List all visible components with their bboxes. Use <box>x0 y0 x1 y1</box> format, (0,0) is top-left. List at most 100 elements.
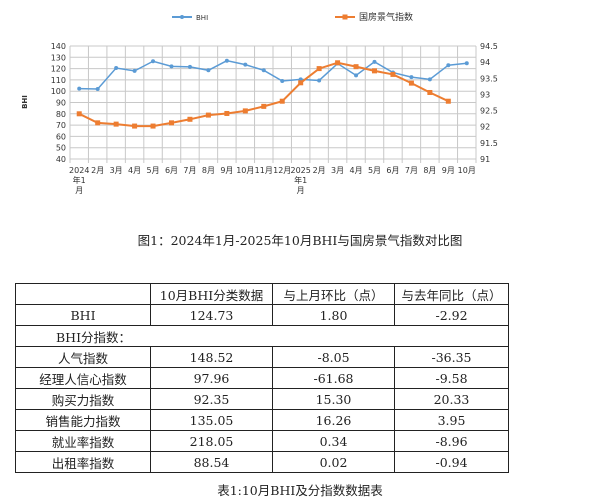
table-row: 人气指数 148.52 -8.05 -36.35 <box>15 346 509 368</box>
data-point <box>150 123 156 129</box>
data-point <box>353 64 359 70</box>
table-cell: -61.68 <box>272 367 395 389</box>
y-tick-label: 130 <box>51 53 66 62</box>
table-cell: 92.35 <box>150 388 273 410</box>
table-cell: 20.33 <box>394 388 509 410</box>
table-cell: -8.96 <box>394 430 509 452</box>
y-tick-label: 50 <box>56 144 66 153</box>
x-tick-label: 3月 <box>110 166 123 175</box>
table-cell: 销售能力指数 <box>15 409 151 431</box>
data-point <box>187 116 193 122</box>
data-point <box>446 63 451 68</box>
table-cell: 124.73 <box>150 304 273 326</box>
legend-label: BHI <box>196 14 208 22</box>
x-tick-label: 7月 <box>405 166 418 175</box>
data-point <box>132 68 137 73</box>
y2-tick-label: 92 <box>480 123 490 132</box>
data-point <box>279 98 285 104</box>
y-tick-label: 70 <box>56 121 66 130</box>
data-point <box>316 66 322 72</box>
x-tick-label: 6月 <box>386 166 399 175</box>
table-row: 销售能力指数 135.05 16.26 3.95 <box>15 409 509 431</box>
data-point <box>113 121 119 127</box>
data-point <box>372 68 377 74</box>
table-cell: 0.34 <box>272 430 395 452</box>
y2-tick-label: 91 <box>480 155 490 164</box>
data-point <box>242 108 248 114</box>
table-row: BHI 124.73 1.80 -2.92 <box>15 304 509 326</box>
x-tick-label: 7月 <box>183 166 196 175</box>
table-cell: 218.05 <box>150 430 273 452</box>
data-point <box>261 103 267 109</box>
x-tick-label: 12月 <box>273 166 291 175</box>
x-tick-label: 8月 <box>423 166 436 175</box>
table-caption: 表1:10月BHI及分指数数据表 <box>217 483 383 498</box>
data-point <box>205 112 211 118</box>
chart-caption: 图1：2024年1月-2025年10月BHI与国房景气指数对比图 <box>137 233 463 248</box>
y-tick-label: 100 <box>51 87 66 96</box>
data-point <box>95 86 100 91</box>
table-cell: 出租率指数 <box>15 451 151 473</box>
table-header: 10月BHI分类数据 <box>150 283 273 305</box>
y-tick-label: 80 <box>56 110 66 119</box>
y-tick-label: 90 <box>56 99 66 108</box>
y-tick-label: 140 <box>51 42 66 51</box>
table-cell: 88.54 <box>150 451 273 473</box>
y-tick-label: 120 <box>51 65 66 74</box>
data-point <box>445 98 451 104</box>
table-cell: 15.30 <box>272 388 395 410</box>
table-header: 与去年同比（点） <box>394 283 509 305</box>
legend-marker <box>342 14 348 20</box>
table-row: 就业率指数 218.05 0.34 -8.96 <box>15 430 509 452</box>
x-tick-label: 4月 <box>349 166 362 175</box>
data-point <box>206 68 211 73</box>
data-point <box>335 60 341 66</box>
series-line-bhi <box>79 59 467 90</box>
y2-tick-label: 94.5 <box>480 42 498 51</box>
bhi-table: 10月BHI分类数据 与上月环比（点） 与去年同比（点） BHI 124.73 … <box>15 283 509 473</box>
data-point <box>114 66 119 71</box>
table-cell: -0.94 <box>394 451 509 473</box>
table-row: 购买力指数 92.35 15.30 20.33 <box>15 388 509 410</box>
y2-tick-label: 93.5 <box>480 74 498 83</box>
y-tick-label: 110 <box>51 76 66 85</box>
data-point <box>409 75 414 80</box>
line-chart: 40 50 60 70 80 90 100 110 120 130 140 91 91.5 92 92.5 9… <box>21 11 498 195</box>
x-tick-label: 10月 <box>458 166 476 175</box>
table-cell: 97.96 <box>150 367 273 389</box>
data-point <box>169 120 174 126</box>
y2-tick-label: 91.5 <box>480 139 498 148</box>
table-header: 与上月环比（点） <box>272 283 395 305</box>
table-row: 出租率指数 88.54 0.02 -0.94 <box>15 451 509 473</box>
table-cell: 148.52 <box>150 346 273 368</box>
data-point <box>169 64 174 69</box>
x-tick-label: 2月 <box>313 166 326 175</box>
table-cell: -36.35 <box>394 346 509 368</box>
data-point <box>372 59 377 64</box>
table-cell: -9.58 <box>394 367 509 389</box>
x-tick-label: 6月 <box>165 166 178 175</box>
data-point <box>224 58 229 63</box>
table-header <box>15 283 151 305</box>
table-cell: 135.05 <box>150 409 273 431</box>
legend-label: 国房景气指数 <box>359 11 413 23</box>
table-cell: 就业率指数 <box>15 430 151 452</box>
data-point <box>132 123 138 129</box>
legend-marker <box>180 15 184 19</box>
x-tick-label: 3月 <box>331 166 344 175</box>
x-tick-label: 5月 <box>368 166 381 175</box>
data-point <box>298 80 304 86</box>
table-section-label: BHI分指数： <box>15 325 509 347</box>
table-cell: 16.26 <box>272 409 395 431</box>
y2-tick-label: 93 <box>480 90 490 99</box>
y-axis-label: BHI <box>21 95 29 109</box>
data-point <box>243 62 248 67</box>
data-point <box>76 111 82 117</box>
data-point <box>261 68 266 73</box>
data-point <box>95 120 101 126</box>
table-cell: 人气指数 <box>15 346 151 368</box>
table-cell: -8.05 <box>272 346 395 368</box>
data-point <box>151 59 156 64</box>
x-tick-label: 2025 年1 月 <box>291 166 311 195</box>
table-header-row: 10月BHI分类数据 与上月环比（点） 与去年同比（点） <box>15 283 509 305</box>
